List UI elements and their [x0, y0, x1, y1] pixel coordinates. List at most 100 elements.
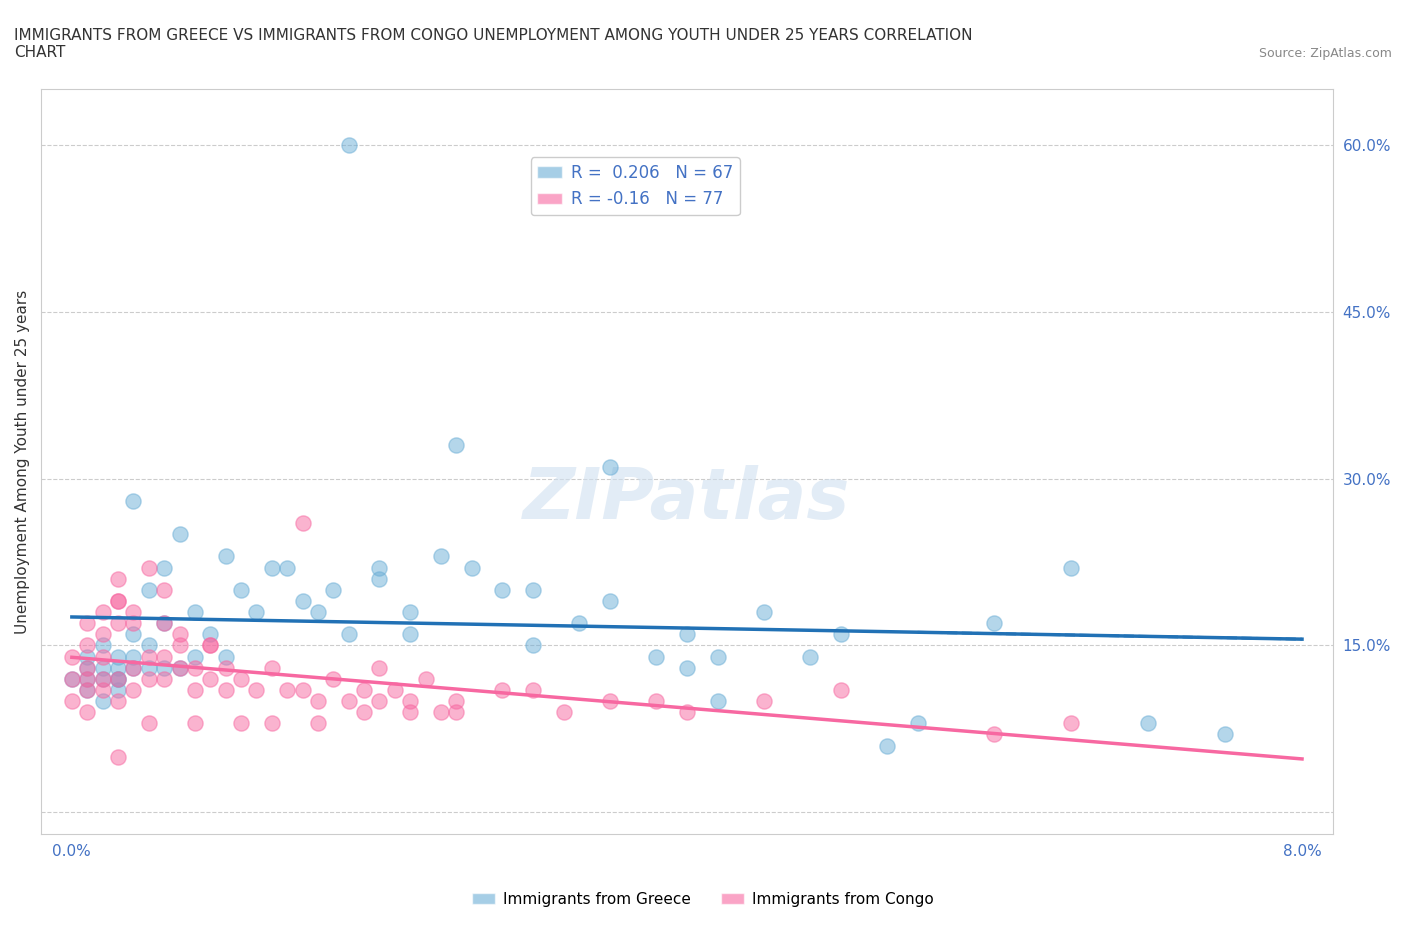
Point	[491, 683, 513, 698]
Point	[169, 660, 191, 675]
Point	[184, 716, 207, 731]
Point	[276, 683, 298, 698]
Point	[446, 438, 468, 453]
Point	[76, 649, 98, 664]
Point	[307, 694, 329, 709]
Point	[60, 671, 83, 686]
Point	[184, 604, 207, 619]
Point	[907, 716, 929, 731]
Point	[169, 638, 191, 653]
Point	[337, 138, 360, 153]
Point	[200, 671, 222, 686]
Point	[138, 716, 160, 731]
Point	[91, 671, 114, 686]
Point	[153, 560, 176, 575]
Point	[138, 649, 160, 664]
Point	[184, 660, 207, 675]
Point	[260, 660, 283, 675]
Point	[368, 694, 391, 709]
Point	[368, 660, 391, 675]
Point	[76, 616, 98, 631]
Point	[91, 683, 114, 698]
Point	[229, 716, 252, 731]
Point	[107, 671, 129, 686]
Point	[676, 660, 699, 675]
Point	[107, 593, 129, 608]
Point	[430, 549, 453, 564]
Point	[91, 638, 114, 653]
Point	[876, 738, 898, 753]
Point	[322, 671, 344, 686]
Point	[415, 671, 437, 686]
Point	[169, 526, 191, 541]
Point	[983, 727, 1005, 742]
Point	[983, 616, 1005, 631]
Point	[91, 671, 114, 686]
Point	[138, 582, 160, 597]
Point	[200, 627, 222, 642]
Point	[122, 616, 145, 631]
Point	[446, 705, 468, 720]
Point	[752, 604, 775, 619]
Point	[214, 660, 236, 675]
Point	[122, 649, 145, 664]
Point	[353, 683, 375, 698]
Point	[169, 627, 191, 642]
Point	[76, 683, 98, 698]
Point	[91, 660, 114, 675]
Y-axis label: Unemployment Among Youth under 25 years: Unemployment Among Youth under 25 years	[15, 290, 30, 634]
Point	[291, 515, 314, 530]
Text: IMMIGRANTS FROM GREECE VS IMMIGRANTS FROM CONGO UNEMPLOYMENT AMONG YOUTH UNDER 2: IMMIGRANTS FROM GREECE VS IMMIGRANTS FRO…	[14, 28, 973, 60]
Point	[153, 616, 176, 631]
Point	[460, 560, 482, 575]
Point	[676, 627, 699, 642]
Point	[229, 582, 252, 597]
Point	[107, 750, 129, 764]
Point	[1213, 727, 1236, 742]
Point	[830, 683, 852, 698]
Point	[322, 582, 344, 597]
Point	[122, 660, 145, 675]
Point	[553, 705, 575, 720]
Point	[799, 649, 821, 664]
Point	[706, 694, 728, 709]
Point	[1060, 716, 1083, 731]
Point	[76, 660, 98, 675]
Point	[307, 604, 329, 619]
Point	[200, 638, 222, 653]
Point	[291, 683, 314, 698]
Point	[291, 593, 314, 608]
Point	[446, 694, 468, 709]
Text: Source: ZipAtlas.com: Source: ZipAtlas.com	[1258, 46, 1392, 60]
Point	[260, 716, 283, 731]
Point	[522, 683, 544, 698]
Point	[107, 694, 129, 709]
Point	[337, 694, 360, 709]
Point	[260, 560, 283, 575]
Point	[1060, 560, 1083, 575]
Point	[214, 683, 236, 698]
Point	[60, 649, 83, 664]
Point	[107, 671, 129, 686]
Point	[645, 694, 668, 709]
Point	[599, 694, 621, 709]
Point	[169, 660, 191, 675]
Point	[229, 671, 252, 686]
Point	[399, 604, 422, 619]
Point	[138, 560, 160, 575]
Point	[91, 649, 114, 664]
Point	[245, 604, 267, 619]
Point	[337, 627, 360, 642]
Point	[645, 649, 668, 664]
Point	[522, 582, 544, 597]
Point	[153, 616, 176, 631]
Point	[399, 694, 422, 709]
Point	[384, 683, 406, 698]
Point	[676, 705, 699, 720]
Point	[153, 671, 176, 686]
Point	[200, 638, 222, 653]
Point	[184, 649, 207, 664]
Point	[76, 660, 98, 675]
Point	[214, 649, 236, 664]
Point	[599, 593, 621, 608]
